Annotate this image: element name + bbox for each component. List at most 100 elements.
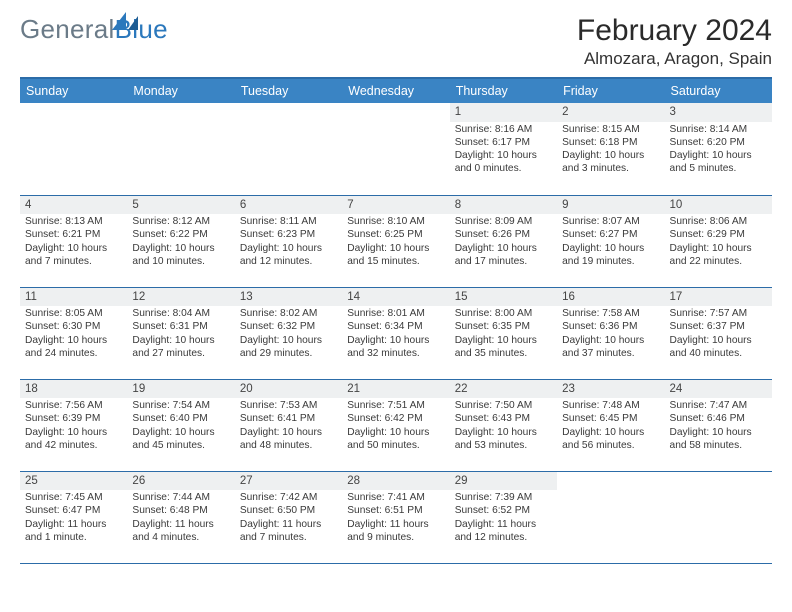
daylight-line-1: Daylight: 10 hours xyxy=(557,334,664,347)
calendar-day-cell: 9Sunrise: 8:07 AMSunset: 6:27 PMDaylight… xyxy=(557,195,664,287)
calendar-page: GeneralBlue February 2024 Almozara, Arag… xyxy=(0,0,792,574)
daylight-line-2: and 1 minute. xyxy=(20,531,127,544)
daylight-line-1: Daylight: 10 hours xyxy=(20,334,127,347)
sunrise-line: Sunrise: 7:44 AM xyxy=(127,491,234,504)
sunset-line: Sunset: 6:52 PM xyxy=(450,504,557,517)
daylight-line-1: Daylight: 10 hours xyxy=(20,426,127,439)
daylight-line-2: and 32 minutes. xyxy=(342,347,449,360)
calendar-day-cell: 28Sunrise: 7:41 AMSunset: 6:51 PMDayligh… xyxy=(342,471,449,563)
calendar-day-cell: 20Sunrise: 7:53 AMSunset: 6:41 PMDayligh… xyxy=(235,379,342,471)
day-number: 28 xyxy=(342,472,449,491)
day-number: 14 xyxy=(342,288,449,307)
day-number: 19 xyxy=(127,380,234,399)
daylight-line-2: and 27 minutes. xyxy=(127,347,234,360)
daylight-line-2: and 53 minutes. xyxy=(450,439,557,452)
daylight-line-1: Daylight: 10 hours xyxy=(127,242,234,255)
day-number: 6 xyxy=(235,196,342,215)
sunset-line: Sunset: 6:42 PM xyxy=(342,412,449,425)
daylight-line-1: Daylight: 10 hours xyxy=(665,242,772,255)
daylight-line-1: Daylight: 10 hours xyxy=(342,242,449,255)
day-number: 26 xyxy=(127,472,234,491)
day-number: 10 xyxy=(665,196,772,215)
calendar-day-cell: 12Sunrise: 8:04 AMSunset: 6:31 PMDayligh… xyxy=(127,287,234,379)
calendar-day-cell: 3Sunrise: 8:14 AMSunset: 6:20 PMDaylight… xyxy=(665,103,772,195)
calendar-day-cell xyxy=(557,471,664,563)
location: Almozara, Aragon, Spain xyxy=(577,49,772,69)
sunrise-line: Sunrise: 8:16 AM xyxy=(450,123,557,136)
daylight-line-2: and 15 minutes. xyxy=(342,255,449,268)
sunrise-line: Sunrise: 7:57 AM xyxy=(665,307,772,320)
calendar-day-cell: 6Sunrise: 8:11 AMSunset: 6:23 PMDaylight… xyxy=(235,195,342,287)
calendar-day-cell: 7Sunrise: 8:10 AMSunset: 6:25 PMDaylight… xyxy=(342,195,449,287)
calendar-day-cell xyxy=(235,103,342,195)
daylight-line-1: Daylight: 10 hours xyxy=(342,334,449,347)
daylight-line-2: and 29 minutes. xyxy=(235,347,342,360)
calendar-day-cell: 16Sunrise: 7:58 AMSunset: 6:36 PMDayligh… xyxy=(557,287,664,379)
daylight-line-1: Daylight: 10 hours xyxy=(235,242,342,255)
calendar-week-row: 4Sunrise: 8:13 AMSunset: 6:21 PMDaylight… xyxy=(20,195,772,287)
daylight-line-2: and 37 minutes. xyxy=(557,347,664,360)
calendar-day-cell xyxy=(665,471,772,563)
day-number: 25 xyxy=(20,472,127,491)
sunset-line: Sunset: 6:45 PM xyxy=(557,412,664,425)
calendar-week-row: 25Sunrise: 7:45 AMSunset: 6:47 PMDayligh… xyxy=(20,471,772,563)
daylight-line-2: and 19 minutes. xyxy=(557,255,664,268)
sunrise-line: Sunrise: 8:14 AM xyxy=(665,123,772,136)
daylight-line-1: Daylight: 10 hours xyxy=(665,426,772,439)
day-number: 29 xyxy=(450,472,557,491)
sunset-line: Sunset: 6:27 PM xyxy=(557,228,664,241)
daylight-line-2: and 48 minutes. xyxy=(235,439,342,452)
calendar-day-cell: 8Sunrise: 8:09 AMSunset: 6:26 PMDaylight… xyxy=(450,195,557,287)
calendar-day-cell: 13Sunrise: 8:02 AMSunset: 6:32 PMDayligh… xyxy=(235,287,342,379)
calendar-day-cell: 25Sunrise: 7:45 AMSunset: 6:47 PMDayligh… xyxy=(20,471,127,563)
daylight-line-2: and 9 minutes. xyxy=(342,531,449,544)
daylight-line-2: and 35 minutes. xyxy=(450,347,557,360)
day-number: 4 xyxy=(20,196,127,215)
sunset-line: Sunset: 6:47 PM xyxy=(20,504,127,517)
weekday-header: SundayMondayTuesdayWednesdayThursdayFrid… xyxy=(20,79,772,103)
daylight-line-1: Daylight: 10 hours xyxy=(450,426,557,439)
daylight-line-1: Daylight: 10 hours xyxy=(235,334,342,347)
sunrise-line: Sunrise: 7:58 AM xyxy=(557,307,664,320)
daylight-line-1: Daylight: 10 hours xyxy=(557,149,664,162)
day-number: 15 xyxy=(450,288,557,307)
daylight-line-1: Daylight: 10 hours xyxy=(127,426,234,439)
calendar-day-cell: 15Sunrise: 8:00 AMSunset: 6:35 PMDayligh… xyxy=(450,287,557,379)
sunset-line: Sunset: 6:25 PM xyxy=(342,228,449,241)
calendar-table: SundayMondayTuesdayWednesdayThursdayFrid… xyxy=(20,79,772,563)
daylight-line-1: Daylight: 10 hours xyxy=(557,426,664,439)
daylight-line-1: Daylight: 11 hours xyxy=(20,518,127,531)
sunrise-line: Sunrise: 8:05 AM xyxy=(20,307,127,320)
sunset-line: Sunset: 6:26 PM xyxy=(450,228,557,241)
sunset-line: Sunset: 6:50 PM xyxy=(235,504,342,517)
daylight-line-1: Daylight: 10 hours xyxy=(665,149,772,162)
calendar-day-cell: 23Sunrise: 7:48 AMSunset: 6:45 PMDayligh… xyxy=(557,379,664,471)
day-number: 3 xyxy=(665,103,772,122)
daylight-line-2: and 58 minutes. xyxy=(665,439,772,452)
day-number: 9 xyxy=(557,196,664,215)
calendar-day-cell: 10Sunrise: 8:06 AMSunset: 6:29 PMDayligh… xyxy=(665,195,772,287)
daylight-line-1: Daylight: 10 hours xyxy=(342,426,449,439)
daylight-line-1: Daylight: 10 hours xyxy=(20,242,127,255)
logo-sail-icon xyxy=(112,12,140,32)
daylight-line-2: and 4 minutes. xyxy=(127,531,234,544)
sunset-line: Sunset: 6:34 PM xyxy=(342,320,449,333)
sunset-line: Sunset: 6:30 PM xyxy=(20,320,127,333)
sunset-line: Sunset: 6:46 PM xyxy=(665,412,772,425)
day-number: 5 xyxy=(127,196,234,215)
daylight-line-1: Daylight: 10 hours xyxy=(450,149,557,162)
sunset-line: Sunset: 6:31 PM xyxy=(127,320,234,333)
topbar: GeneralBlue February 2024 Almozara, Arag… xyxy=(20,14,772,69)
day-number: 8 xyxy=(450,196,557,215)
weekday-header-cell: Tuesday xyxy=(235,79,342,103)
calendar-day-cell: 14Sunrise: 8:01 AMSunset: 6:34 PMDayligh… xyxy=(342,287,449,379)
sunset-line: Sunset: 6:23 PM xyxy=(235,228,342,241)
daylight-line-2: and 40 minutes. xyxy=(665,347,772,360)
calendar-day-cell: 21Sunrise: 7:51 AMSunset: 6:42 PMDayligh… xyxy=(342,379,449,471)
daylight-line-1: Daylight: 10 hours xyxy=(557,242,664,255)
empty-day xyxy=(342,103,449,122)
daylight-line-2: and 12 minutes. xyxy=(450,531,557,544)
sunrise-line: Sunrise: 8:02 AM xyxy=(235,307,342,320)
weekday-header-cell: Friday xyxy=(557,79,664,103)
day-number: 2 xyxy=(557,103,664,122)
